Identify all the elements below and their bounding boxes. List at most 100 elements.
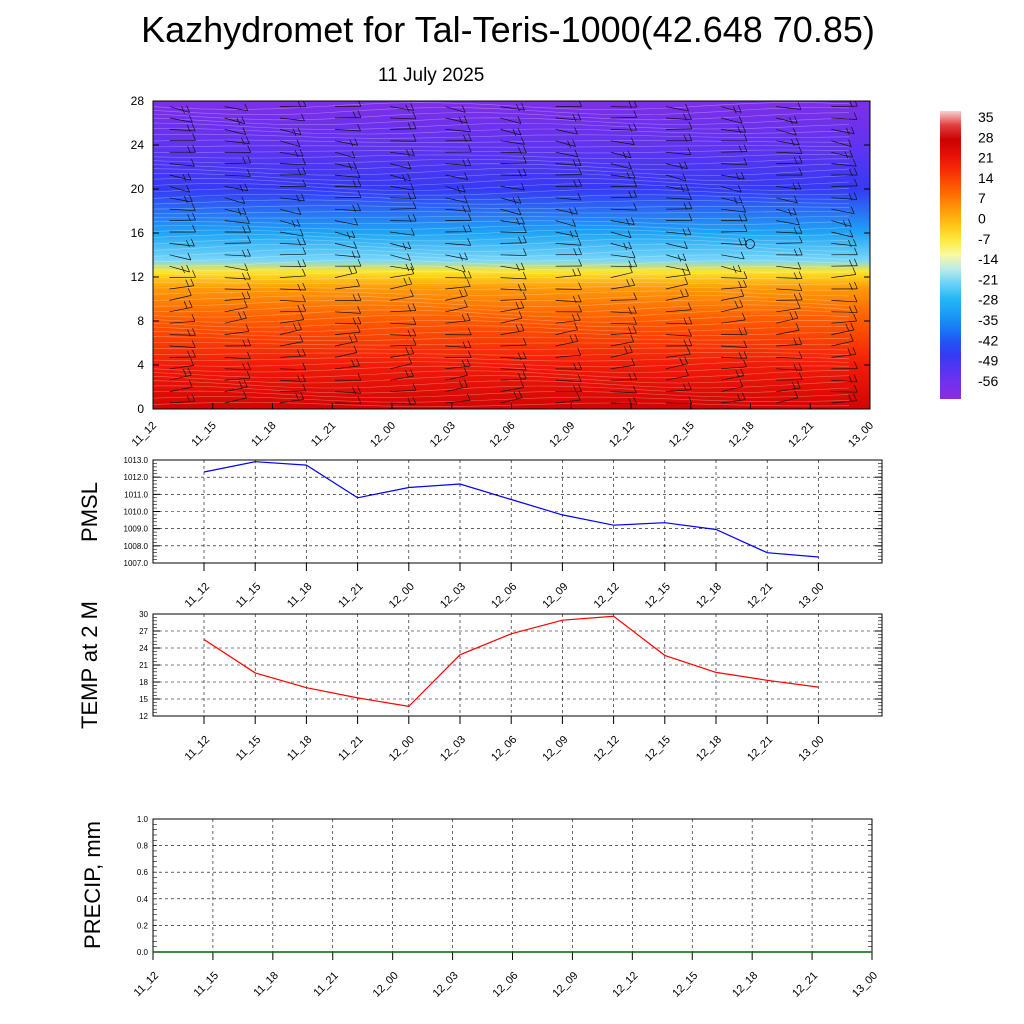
wind-barb: [665, 112, 692, 121]
wind-barb: [610, 292, 638, 301]
wind-barb: [831, 385, 858, 393]
wind-barb: [169, 264, 190, 274]
contour-x-tick-label: 11_21: [309, 420, 339, 450]
wind-barb: [224, 379, 248, 392]
wind-barb: [555, 158, 582, 167]
wind-barb: [334, 278, 360, 290]
wind-barb: [665, 347, 691, 358]
y-tick-label: 0.6: [137, 868, 149, 877]
wind-barb: [445, 185, 466, 194]
y-tick-label: 1.0: [137, 815, 149, 824]
x-tick-label: 12_18: [730, 970, 760, 1000]
wind-barb: [555, 258, 582, 267]
wind-barb: [831, 247, 858, 256]
wind-barb: [390, 356, 413, 370]
wind-barb: [279, 157, 306, 166]
wind-barb: [335, 293, 362, 302]
wind-barb: [169, 393, 196, 404]
wind-barb: [390, 183, 415, 191]
x-tick-label: 12_12: [592, 734, 622, 764]
wind-barb: [831, 219, 852, 228]
wind-barb: [169, 340, 196, 348]
contour-x-tick-label: 12_00: [368, 420, 398, 450]
wind-barb: [500, 127, 522, 137]
wind-barb: [610, 179, 638, 188]
pmsl-panel: 1013.0 1012.0 1011.0 1010.0 1009.0 1008.0 1007…: [77, 456, 883, 611]
wind-barb: [500, 225, 527, 233]
x-tick-label: 12_00: [387, 734, 417, 764]
y-tick-label: 12: [139, 712, 148, 721]
wind-barb: [390, 213, 417, 223]
wind-barb: [610, 171, 636, 180]
wind-barb: [279, 219, 301, 228]
wind-barb: [721, 204, 747, 213]
wind-barb: [334, 325, 361, 335]
wind-barb: [555, 149, 579, 158]
x-tick-label: 13_00: [796, 581, 826, 611]
wind-barb: [610, 325, 637, 335]
wind-barb: [831, 294, 858, 303]
wind-barb: [831, 192, 858, 201]
wind-barb: [224, 249, 251, 258]
wind-barb: [500, 102, 525, 112]
wind-barb: [500, 216, 525, 226]
wind-barb: [831, 139, 852, 147]
wind-barb: [776, 323, 800, 335]
wind-barb: [610, 110, 638, 119]
wind-barb: [445, 327, 472, 336]
wind-barb: [224, 169, 251, 177]
wind-barb: [665, 253, 687, 262]
y-tick-label: 18: [139, 678, 148, 687]
wind-barb: [776, 292, 803, 302]
wind-barb: [555, 101, 582, 107]
wind-barb: [390, 369, 414, 381]
wind-barb: [279, 113, 305, 122]
y-tick-label: 0.8: [137, 842, 149, 851]
wind-barb: [831, 229, 854, 238]
wind-barb: [334, 203, 361, 212]
wind-barb: [555, 206, 578, 216]
wind-barb: [169, 380, 193, 392]
wind-barb: [390, 148, 415, 157]
plot-frame: [152, 613, 883, 717]
wind-barb: [445, 204, 471, 213]
x-tick-label: 12_21: [745, 581, 775, 611]
wind-barb: [390, 317, 417, 325]
series-line: [203, 615, 819, 708]
wind-barb: [610, 161, 632, 170]
colorbar-tick-label: 35: [978, 109, 994, 125]
wind-barb: [500, 310, 523, 324]
wind-barb: [555, 294, 582, 304]
wind-barb: [610, 123, 637, 132]
wind-barb: [721, 157, 748, 166]
wind-barb: [335, 396, 362, 404]
wind-barb: [721, 125, 746, 134]
wind-barb: [224, 300, 248, 313]
wind-barb: [390, 276, 413, 290]
wind-barb: [665, 161, 688, 170]
wind-barb: [831, 393, 857, 404]
wind-barb: [169, 278, 195, 290]
wind-barb: [279, 334, 304, 347]
x-tick-label: 12_21: [790, 970, 820, 1000]
wind-barb: [555, 179, 582, 188]
wind-barb: [390, 303, 417, 313]
contour-x-tick-label: 12_12: [607, 420, 637, 450]
wind-barb: [445, 115, 468, 125]
wind-barb: [500, 182, 525, 191]
contour-panel: 0 4 8 12 16 20 24 28 11_12 11_15 11_18 11_21 12_00 12…: [130, 94, 877, 450]
x-tick-label: 11_18: [285, 734, 315, 764]
wind-barb: [555, 282, 582, 290]
x-tick-label: 11_21: [336, 734, 366, 764]
wind-barb: [555, 219, 576, 227]
wind-barb: [500, 248, 527, 256]
contour-y-tick-label: 0: [137, 402, 144, 416]
contour-x-tick-label: 12_03: [428, 420, 458, 450]
wind-barb: [390, 262, 415, 272]
wind-barb: [831, 361, 858, 370]
x-tick-label: 12_15: [643, 734, 673, 764]
wind-barb: [169, 349, 196, 359]
wind-barb: [721, 312, 746, 324]
wind-barb: [224, 324, 250, 335]
wind-barb: [776, 182, 802, 191]
